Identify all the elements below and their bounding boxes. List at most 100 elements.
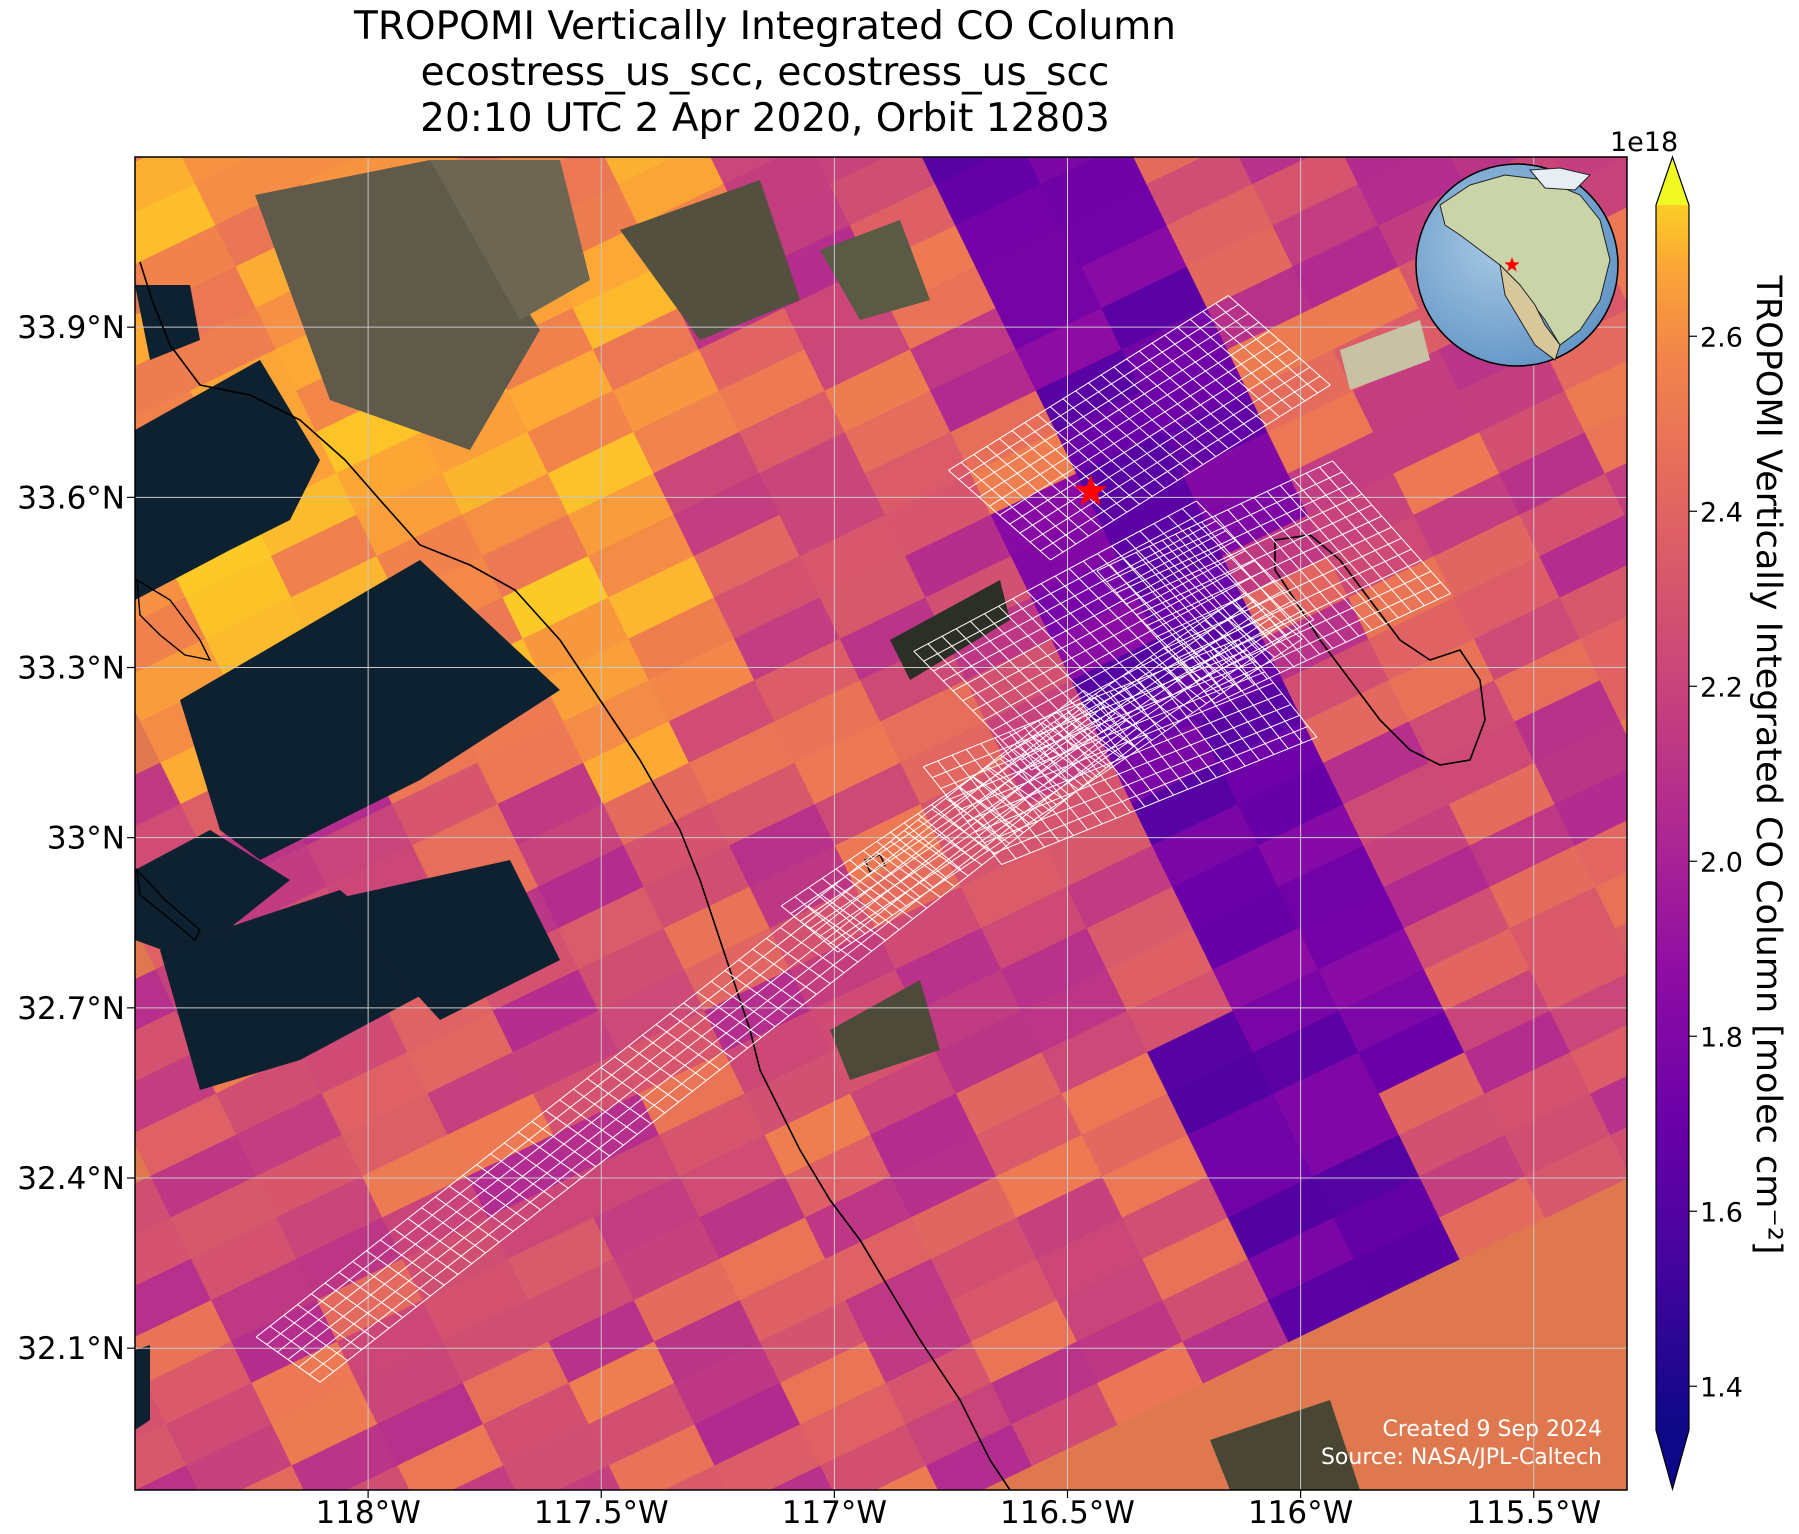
plot-title-line3: 20:10 UTC 2 Apr 2020, Orbit 12803 [420, 96, 1110, 141]
globe-location-star-icon [1504, 257, 1520, 272]
basemap-tile [255, 160, 540, 450]
coastline [139, 261, 1011, 1490]
basemap-tile [820, 220, 930, 320]
swath-pixel [684, 60, 790, 143]
coastline-island [136, 867, 201, 942]
x-tick-label: 117.5°W [534, 1495, 669, 1531]
y-axis: 33.9°N 33.6°N 33.3°N 33°N 32.7°N 32.4°N 32.1°N [17, 310, 135, 1367]
colorbar-label-text: TROPOMI Vertically Integrated CO Column … [1748, 275, 1788, 1255]
basemap-tile [180, 560, 560, 860]
swath-pixel [240, 1465, 305, 1490]
basemap-tile [1210, 1400, 1360, 1490]
swath-pixel [1027, 157, 1099, 185]
colorbar-exponent: 1e18 [1610, 127, 1679, 158]
footprint-mesh [1096, 460, 1451, 704]
swath-pixel [1539, 514, 1627, 599]
swath-pixel [1610, 1126, 1627, 1170]
salton-sea [1274, 534, 1486, 766]
swath-pixel [438, 1507, 544, 1534]
swath-pixel [1534, 721, 1627, 805]
swath-pixel [1549, 973, 1627, 1053]
swath-pixel [135, 1465, 199, 1490]
swath-pixel [895, 60, 1001, 143]
swath-pixel [1615, 922, 1627, 953]
basemap-tile [135, 830, 290, 960]
inset-globe [1415, 163, 1619, 367]
created-credit: Created 9 Sep 2024 [1382, 1417, 1603, 1442]
colorbar-tick-label: 2.6 [1700, 322, 1743, 353]
swath-pixel [1675, 143, 1781, 226]
swath-pixel [452, 1465, 516, 1490]
swath-pixel [663, 1465, 728, 1490]
footprint-mesh [255, 690, 1148, 1383]
swath-pixel [1579, 616, 1627, 681]
target-star-icon [1074, 474, 1107, 506]
swath-pixel [1559, 564, 1627, 640]
swath-pixel [604, 157, 676, 185]
colorbar-tick-label: 2.0 [1700, 847, 1743, 878]
basemap-tile [330, 860, 560, 1020]
swath-pixel [1133, 157, 1204, 185]
y-tick-label: 32.1°N [17, 1331, 125, 1367]
y-tick-label: 33.3°N [17, 651, 125, 687]
basemap-tile [135, 360, 320, 600]
swath-pixel [346, 1465, 411, 1490]
swath-pixel [121, 1507, 227, 1534]
swath-pixel [1564, 360, 1627, 433]
basemap-tile [890, 580, 1010, 680]
swath-pixel [1594, 871, 1627, 929]
coastline-island [136, 578, 212, 661]
swath-pixel [1599, 667, 1627, 723]
swath-pixel [287, 157, 358, 185]
swath-pixel [261, 60, 367, 143]
y-tick-label: 33.6°N [17, 480, 125, 516]
swath-pixel [1107, 60, 1213, 143]
x-tick-label: 116.5°W [1000, 1495, 1135, 1531]
swath-pixel [367, 60, 473, 143]
colorbar-ticks: 1.4 1.6 1.8 2.0 2.2 2.4 2.6 [1689, 322, 1743, 1403]
x-tick-label: 115.5°W [1466, 1495, 1601, 1531]
basemap-layer [135, 160, 1430, 1490]
swath-pixel [1569, 1024, 1627, 1095]
colorbar-extend-min [1656, 1430, 1689, 1489]
y-tick-label: 32.7°N [17, 991, 125, 1027]
swath-pixel [1424, 60, 1530, 143]
colorbar-tick-label: 2.2 [1700, 672, 1743, 703]
swath-pixel [875, 1465, 939, 1490]
swath-pixel [155, 60, 261, 143]
colorbar-tick-label: 1.6 [1700, 1197, 1743, 1228]
map-frame [134, 156, 1628, 1491]
swath-pixel [181, 157, 253, 185]
swath-pixel [921, 157, 993, 185]
swath-pixel [789, 60, 895, 143]
swath-pixel [1238, 157, 1310, 185]
colorbar-gradient [1656, 205, 1689, 1430]
globe-landmass [1528, 167, 1591, 191]
x-tick-label: 118°W [315, 1495, 420, 1531]
x-tick-label: 116°W [1248, 1495, 1353, 1531]
swath-pixel [710, 157, 781, 185]
footprint-mesh [948, 295, 1331, 561]
swath-pixel [1554, 769, 1627, 847]
colorbar-tick-label: 1.4 [1700, 1372, 1743, 1403]
swath-pixel [1696, 184, 1799, 267]
swath-pixel [1620, 718, 1627, 736]
swath-pixel [769, 1465, 833, 1490]
swath-pixel [1529, 928, 1627, 1012]
swath-pixel [1318, 60, 1424, 143]
colorbar-extend-max [1656, 157, 1689, 205]
swath-pixel [1604, 462, 1627, 516]
footprint-mesh [913, 500, 1315, 771]
source-credit: Source: NASA/JPL-Caltech [1320, 1445, 1602, 1470]
basemap-tile [135, 1345, 150, 1430]
globe-landmass [1499, 263, 1561, 361]
swath-pixel [135, 1423, 187, 1490]
swath-pixel [472, 60, 578, 143]
swath-pixel [558, 1465, 622, 1490]
basemap-tile [135, 285, 200, 360]
y-tick-label: 33.9°N [17, 310, 125, 346]
basemap-tile [830, 980, 940, 1080]
x-tick-label: 117°W [782, 1495, 887, 1531]
colorbar: 1.4 1.6 1.8 2.0 2.2 2.4 2.6 [1655, 155, 1743, 1492]
